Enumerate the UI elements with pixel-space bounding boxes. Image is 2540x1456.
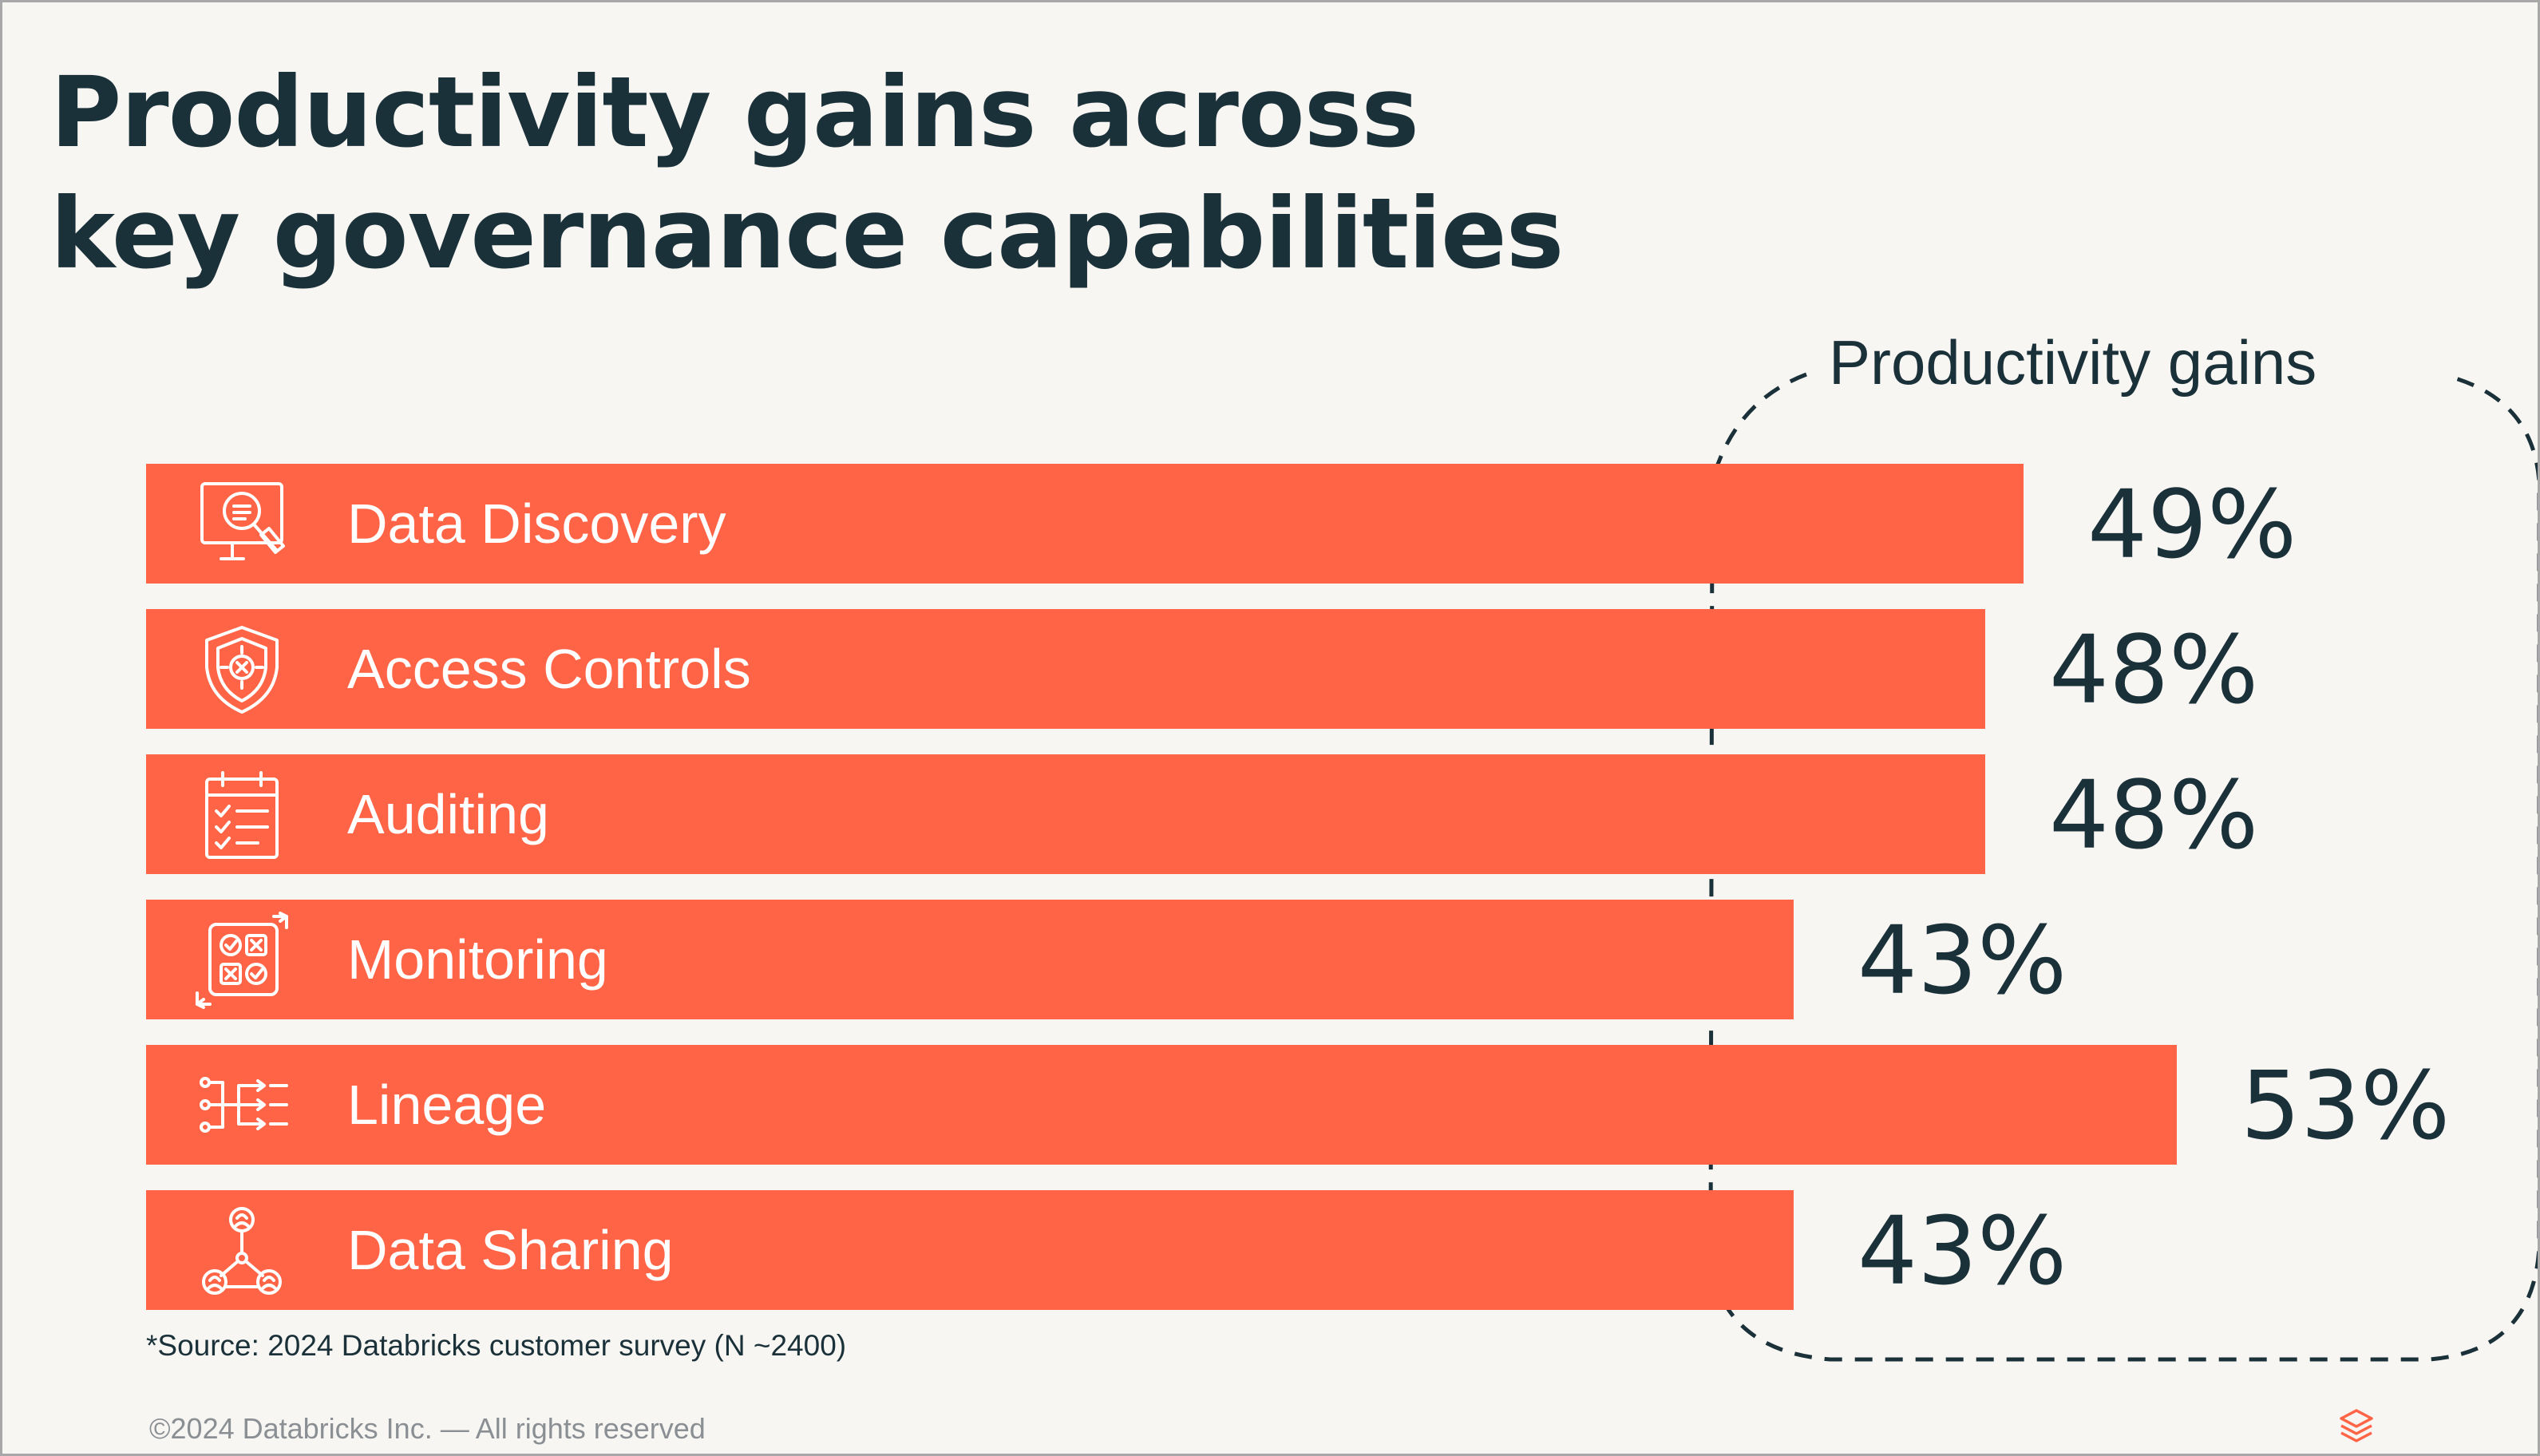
bar-row: Data Discovery 49% — [146, 464, 2297, 584]
bar-label: Data Discovery — [347, 493, 726, 555]
copyright-footer: ©2024 Databricks Inc. — All rights reser… — [149, 1412, 706, 1445]
sharing-network-icon — [202, 1207, 282, 1295]
monitoring-grid-icon — [196, 912, 288, 1009]
bar-label: Monitoring — [347, 928, 608, 991]
value-label: 43% — [1858, 1196, 2067, 1306]
bar — [146, 900, 1794, 1019]
bar-row: Auditing 48% — [146, 754, 2258, 874]
bracket-label: Productivity gains — [1829, 327, 2316, 398]
productivity-gains-bracket — [1708, 372, 2538, 1362]
bars-group: Data Discovery 49%Access Controls 48%Audit… — [146, 464, 2450, 1310]
source-note: *Source: 2024 Databricks customer survey… — [146, 1329, 847, 1362]
title-line-2: key governance capabilities — [50, 177, 1564, 291]
shield-lock-icon — [205, 626, 279, 714]
bar — [146, 1045, 2177, 1165]
bar-label: Access Controls — [347, 638, 751, 700]
bar-row: Monitoring 43% — [146, 900, 2067, 1019]
value-label: 43% — [1858, 905, 2067, 1015]
bar — [146, 464, 2024, 584]
bar-row: Access Controls 48% — [146, 609, 2258, 729]
magnifier-screen-icon — [200, 482, 285, 560]
value-label: 49% — [2087, 469, 2297, 580]
bar — [146, 1190, 1794, 1310]
title-line-1: Productivity gains across — [50, 56, 1419, 169]
bar-label: Lineage — [347, 1074, 546, 1136]
bar-row: Lineage 53% — [146, 1045, 2450, 1165]
bar-row: Data Sharing 43% — [146, 1190, 2067, 1310]
value-label: 53% — [2241, 1050, 2450, 1161]
checklist-clipboard-icon — [205, 771, 279, 859]
bar-label: Auditing — [347, 783, 549, 845]
value-label: 48% — [2049, 615, 2258, 725]
lineage-flow-icon — [200, 1077, 288, 1133]
value-label: 48% — [2049, 760, 2258, 870]
slide-title: Productivity gains across key governance… — [50, 52, 1647, 295]
bar — [146, 754, 1985, 874]
bar-label: Data Sharing — [347, 1219, 674, 1281]
databricks-logo-icon — [2340, 1409, 2373, 1442]
bar — [146, 609, 1985, 729]
